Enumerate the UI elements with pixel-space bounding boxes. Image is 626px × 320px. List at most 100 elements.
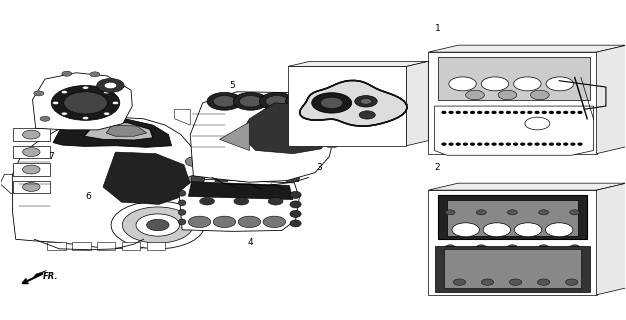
Polygon shape	[85, 122, 153, 140]
Circle shape	[259, 92, 294, 110]
Polygon shape	[13, 180, 50, 193]
Circle shape	[550, 111, 553, 113]
Circle shape	[442, 111, 446, 113]
Polygon shape	[220, 122, 249, 150]
Circle shape	[510, 279, 522, 285]
Circle shape	[51, 85, 120, 120]
Circle shape	[565, 279, 578, 285]
Text: 3: 3	[316, 164, 322, 172]
Circle shape	[535, 111, 539, 113]
Circle shape	[525, 117, 550, 130]
Circle shape	[185, 176, 205, 186]
Circle shape	[445, 245, 455, 250]
Circle shape	[324, 140, 339, 148]
Polygon shape	[47, 243, 66, 251]
Circle shape	[83, 116, 89, 120]
Circle shape	[263, 216, 285, 228]
Ellipse shape	[290, 220, 301, 227]
Circle shape	[449, 77, 476, 91]
Circle shape	[542, 143, 546, 145]
Polygon shape	[406, 61, 428, 146]
Ellipse shape	[290, 211, 301, 217]
Circle shape	[359, 111, 376, 119]
Circle shape	[136, 214, 180, 236]
Polygon shape	[33, 73, 132, 130]
Circle shape	[23, 130, 40, 139]
Circle shape	[233, 92, 268, 110]
Polygon shape	[288, 61, 428, 67]
Ellipse shape	[178, 190, 186, 196]
Circle shape	[23, 182, 40, 191]
Circle shape	[207, 92, 242, 110]
Circle shape	[463, 111, 467, 113]
Circle shape	[508, 210, 518, 215]
Circle shape	[557, 143, 560, 145]
Polygon shape	[428, 190, 597, 295]
Polygon shape	[13, 117, 200, 249]
Polygon shape	[22, 270, 47, 284]
Circle shape	[122, 207, 193, 243]
Polygon shape	[106, 125, 146, 136]
Polygon shape	[428, 45, 626, 52]
Circle shape	[213, 216, 236, 228]
Circle shape	[528, 143, 531, 145]
Circle shape	[538, 210, 548, 215]
Circle shape	[90, 72, 100, 77]
Circle shape	[514, 77, 541, 91]
Polygon shape	[72, 243, 91, 251]
Circle shape	[265, 96, 288, 107]
Circle shape	[292, 96, 314, 107]
Polygon shape	[597, 183, 626, 295]
Circle shape	[324, 115, 339, 123]
Circle shape	[466, 90, 485, 100]
Polygon shape	[444, 249, 581, 288]
Circle shape	[188, 216, 211, 228]
Ellipse shape	[178, 210, 186, 215]
Circle shape	[483, 223, 511, 237]
Polygon shape	[192, 176, 205, 181]
Circle shape	[324, 128, 339, 135]
Circle shape	[449, 143, 453, 145]
Circle shape	[112, 101, 118, 105]
Circle shape	[449, 111, 453, 113]
Text: 5: 5	[229, 81, 235, 90]
Polygon shape	[97, 243, 115, 251]
Circle shape	[103, 91, 110, 94]
Circle shape	[546, 77, 573, 91]
Polygon shape	[438, 195, 587, 239]
Circle shape	[361, 99, 372, 104]
Circle shape	[538, 245, 548, 250]
Polygon shape	[175, 109, 190, 125]
Circle shape	[557, 111, 560, 113]
Circle shape	[478, 143, 481, 145]
Circle shape	[564, 111, 568, 113]
Circle shape	[285, 92, 321, 110]
Polygon shape	[13, 146, 50, 158]
Circle shape	[542, 111, 546, 113]
Ellipse shape	[290, 201, 301, 208]
Circle shape	[239, 216, 260, 228]
Circle shape	[506, 143, 510, 145]
Polygon shape	[428, 183, 626, 190]
Circle shape	[514, 143, 518, 145]
Polygon shape	[300, 81, 407, 126]
Circle shape	[498, 90, 517, 100]
Circle shape	[453, 279, 466, 285]
Circle shape	[550, 143, 553, 145]
Ellipse shape	[178, 200, 186, 206]
Circle shape	[62, 71, 72, 76]
Circle shape	[23, 165, 40, 174]
Polygon shape	[190, 92, 336, 182]
Circle shape	[445, 210, 455, 215]
Circle shape	[268, 197, 283, 205]
Circle shape	[104, 82, 116, 89]
Circle shape	[521, 143, 525, 145]
Polygon shape	[13, 163, 50, 176]
Circle shape	[570, 245, 580, 250]
Polygon shape	[13, 128, 50, 141]
Polygon shape	[447, 200, 578, 236]
Circle shape	[146, 219, 169, 231]
Polygon shape	[103, 152, 190, 204]
Circle shape	[535, 143, 539, 145]
Circle shape	[240, 96, 262, 107]
